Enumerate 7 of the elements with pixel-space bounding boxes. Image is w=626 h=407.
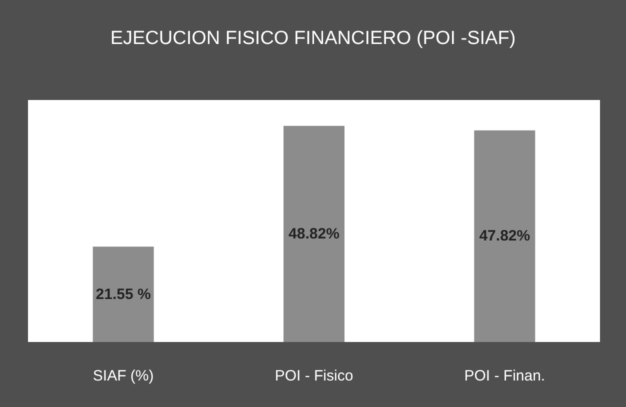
x-tick-label: SIAF (%) bbox=[92, 368, 154, 385]
chart-title: EJECUCION FISICO FINANCIERO (POI -SIAF) bbox=[109, 28, 517, 50]
x-tick-label: POI - Finan. bbox=[464, 368, 546, 385]
data-label: 47.82% bbox=[479, 228, 530, 245]
x-tick-label: POI - Fisico bbox=[274, 368, 354, 385]
data-label: 48.82% bbox=[288, 225, 340, 242]
data-label: 21.55 % bbox=[96, 286, 151, 303]
